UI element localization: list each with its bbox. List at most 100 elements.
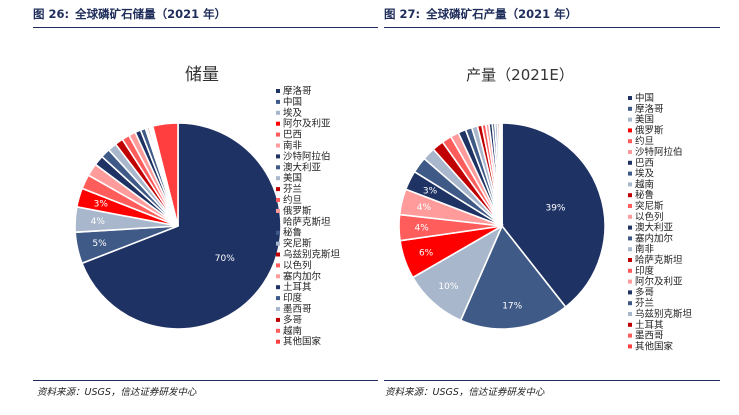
pie-slice [499, 122, 503, 227]
legend-label: 约旦 [283, 194, 302, 206]
legend-swatch [276, 339, 280, 344]
legend-label: 阿尔及利亚 [635, 276, 683, 288]
legend-swatch [276, 176, 280, 181]
legend-label: 土耳其 [283, 281, 312, 293]
data-label: 4% [91, 217, 106, 227]
legend-swatch [628, 333, 632, 338]
legend-label: 哈萨克斯坦 [283, 216, 331, 228]
legend-label: 美国 [283, 172, 302, 184]
pie-slice [151, 122, 179, 227]
data-label: 3% [94, 200, 109, 210]
legend-label: 突尼斯 [283, 238, 312, 250]
production-chart-panel: 产量（2021E） 39% 17% 10% 6% 4% 4% 3% 中国 摩洛哥 美国 俄罗斯 约旦 沙特… [384, 38, 720, 376]
legend-swatch [276, 317, 280, 322]
legend-swatch [276, 274, 280, 279]
legend-label: 乌兹别克斯坦 [283, 249, 341, 261]
legend-label: 以色列 [283, 259, 312, 271]
data-label: 4% [417, 203, 432, 213]
figure-title: 全球磷矿石产量（2021 年） [426, 6, 578, 21]
legend-label: 印度 [283, 292, 303, 304]
legend-label: 摩洛哥 [283, 85, 312, 97]
legend-label: 墨西哥 [283, 304, 312, 315]
reserves-chart-panel: 储量 70% 5% 4% 3% 摩洛哥 中国 埃及 阿尔及利亚 巴西 南非 沙特阿拉伯 澳大利亚 美国 芬兰… [30, 38, 375, 376]
legend-label: 沙特阿拉伯 [635, 146, 683, 158]
legend-label: 巴西 [635, 158, 654, 169]
legend-label: 塞内加尔 [635, 232, 674, 244]
figure-number: 图 27: [384, 6, 421, 21]
legend-label: 秘鲁 [635, 189, 654, 201]
data-label: 70% [215, 254, 235, 264]
legend-label: 美国 [635, 114, 654, 126]
legend-label: 芬兰 [283, 183, 302, 195]
legend-swatch [628, 268, 632, 273]
legend-swatch [276, 99, 280, 104]
legend-label: 以色列 [635, 211, 664, 223]
legend-swatch [276, 143, 280, 148]
legend-swatch [628, 96, 632, 100]
legend-label: 南非 [635, 243, 655, 255]
legend-swatch [628, 225, 632, 230]
legend-label: 墨西哥 [635, 331, 664, 342]
legend-swatch [276, 110, 280, 115]
figure-26-header: 图 26: 全球磷矿石储量（2021 年） [33, 0, 378, 28]
legend-label: 塞内加尔 [283, 270, 322, 282]
legend-swatch [276, 219, 280, 224]
legend-swatch [276, 307, 280, 311]
legend-label: 中国 [635, 92, 654, 104]
data-label: 6% [419, 248, 434, 258]
legend-label: 越南 [283, 325, 302, 337]
legend-swatch [628, 139, 632, 144]
figure-number: 图 26: [33, 6, 70, 21]
legend-label: 土耳其 [635, 319, 664, 331]
legend-swatch [628, 150, 632, 154]
legend-swatch [628, 312, 632, 316]
legend-swatch [276, 89, 280, 93]
legend-label: 越南 [635, 178, 654, 190]
legend-swatch [276, 230, 280, 235]
legend-label: 多哥 [283, 314, 302, 326]
legend-swatch [628, 344, 632, 349]
legend-label: 突尼斯 [635, 200, 664, 212]
chart-title: 产量（2021E） [466, 66, 574, 84]
legend-swatch [276, 165, 280, 170]
legend-swatch [276, 154, 280, 159]
legend-label: 芬兰 [635, 297, 654, 309]
data-label: 3% [423, 186, 438, 196]
legend-label: 印度 [635, 265, 655, 277]
legend-label: 巴西 [283, 130, 302, 141]
legend-swatch [276, 296, 280, 301]
legend-swatch [276, 208, 280, 213]
legend-label: 其他国家 [635, 340, 674, 352]
data-label: 4% [415, 223, 430, 233]
legend-swatch [276, 132, 280, 137]
legend-label: 俄罗斯 [283, 205, 312, 217]
legend-swatch [276, 121, 280, 126]
source-note: 资料来源：USGS，信达证券研发中心 [385, 387, 545, 398]
source-note: 资料来源：USGS，信达证券研发中心 [37, 387, 197, 398]
legend-label: 阿尔及利亚 [283, 118, 331, 130]
legend-label: 澳大利亚 [635, 222, 674, 234]
reserves-pie-chart: 储量 70% 5% 4% 3% 摩洛哥中国埃及阿尔及利亚巴西南非沙特阿拉伯澳大利亚美国芬兰… [74, 65, 341, 348]
legend-swatch [628, 204, 632, 208]
legend-swatch [628, 193, 632, 198]
pie-slice [501, 122, 606, 309]
legend-label: 俄罗斯 [635, 124, 664, 136]
chart-title: 储量 [185, 65, 219, 85]
legend-swatch [276, 187, 280, 192]
pie-slice [80, 122, 282, 330]
legend-swatch [276, 241, 280, 246]
legend-label: 澳大利亚 [283, 161, 322, 173]
legend-label: 埃及 [635, 168, 655, 180]
legend-swatch [276, 252, 280, 257]
legend-swatch [276, 263, 280, 268]
legend-swatch [628, 301, 632, 306]
production-pie-chart: 产量（2021E） 39% 17% 10% 6% 4% 4% 3% 中国摩洛哥美国俄罗斯约旦沙特… [398, 66, 693, 352]
legend-swatch [276, 328, 280, 333]
data-label: 5% [92, 239, 107, 249]
legend-label: 乌兹别克斯坦 [635, 308, 693, 320]
legend-swatch [628, 290, 632, 295]
legend-label: 中国 [283, 96, 302, 108]
legend-swatch [628, 182, 632, 187]
legend-label: 其他国家 [283, 336, 322, 348]
figure-title: 全球磷矿石储量（2021 年） [75, 6, 227, 21]
